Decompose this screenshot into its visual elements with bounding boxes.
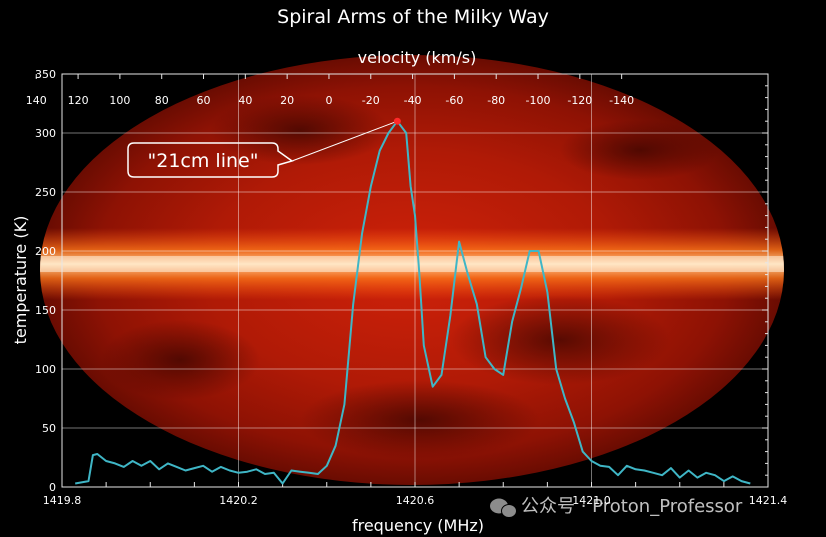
- top-tick-label: 120: [68, 94, 89, 107]
- top-tick-label: 40: [238, 94, 252, 107]
- top-tick-label: 60: [197, 94, 211, 107]
- y-tick-label: 200: [35, 245, 56, 258]
- top-tick-label: -20: [362, 94, 380, 107]
- y-tick-label: 150: [35, 304, 56, 317]
- top-tick-labels: 140 120 100 80 60 40 20 0 -20 -40 -60 -80 -100 -120 -1…: [26, 94, 634, 107]
- wechat-icon: [490, 498, 517, 518]
- top-tick-label: -140: [609, 94, 634, 107]
- y-tick-label: 50: [42, 422, 56, 435]
- x-axis-label: frequency (MHz): [352, 516, 484, 535]
- y-tick-label: 100: [35, 363, 56, 376]
- y-tick-labels: 0 50 100 150 200 250 300 350: [35, 68, 56, 494]
- y-tick-label: 250: [35, 186, 56, 199]
- top-tick-label: 100: [109, 94, 130, 107]
- x-tick-labels: 1419.8 1420.2 1420.6 1421.0 1421.4: [43, 494, 788, 507]
- callout-leader: [291, 120, 398, 162]
- x-tick-label: 1420.2: [219, 494, 258, 507]
- series-line: [75, 120, 751, 485]
- y-tick-label: 300: [35, 127, 56, 140]
- peak-marker: [393, 117, 401, 125]
- top-axis-label: velocity (km/s): [358, 48, 477, 67]
- chart-title: Spiral Arms of the Milky Way: [277, 6, 549, 28]
- callout: "21cm line": [127, 120, 398, 178]
- top-tick-label: 140: [26, 94, 47, 107]
- top-tick-label: 80: [155, 94, 169, 107]
- milky-way-map: [40, 55, 784, 485]
- y-tick-label: 0: [49, 481, 56, 494]
- top-tick-label: -120: [567, 94, 592, 107]
- top-tick-label: -100: [526, 94, 551, 107]
- top-tick-label: 20: [280, 94, 294, 107]
- y-tick-label: 350: [35, 68, 56, 81]
- x-tick-label: 1421.0: [572, 494, 611, 507]
- watermark-text: 公众号 · Proton_Professor: [521, 496, 743, 517]
- top-tick-label: -60: [445, 94, 463, 107]
- callout-box: [127, 142, 294, 178]
- x-tick-label: 1420.6: [396, 494, 435, 507]
- top-tick-label: 0: [325, 94, 332, 107]
- y-axis-label: temperature (K): [11, 216, 30, 345]
- axis-ticks: [35, 73, 769, 488]
- top-tick-label: -80: [487, 94, 505, 107]
- x-tick-label: 1421.4: [749, 494, 788, 507]
- top-tick-label: -40: [404, 94, 422, 107]
- callout-text: "21cm line": [148, 150, 259, 172]
- grid-lines: [62, 74, 768, 487]
- x-tick-label: 1419.8: [43, 494, 82, 507]
- watermark: 公众号 · Proton_Professor: [490, 496, 743, 518]
